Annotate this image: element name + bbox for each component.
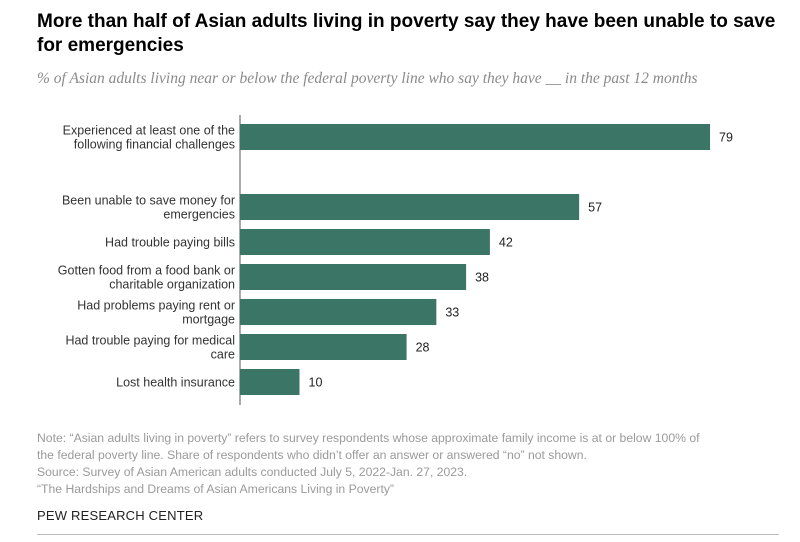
- bar-4: [240, 299, 437, 325]
- category-label-line: Had problems paying rent or: [77, 299, 235, 313]
- bar-chart: 79 Experienced at least one of the followi…: [58, 115, 733, 405]
- category-label-3: Gotten food from a food bank or charitabl…: [58, 264, 235, 292]
- bar-3: [240, 264, 467, 290]
- note-line-1: Note: “Asian adults living in poverty” r…: [37, 431, 700, 445]
- category-label-line: Been unable to save money for: [62, 194, 235, 208]
- category-label-line: emergencies: [163, 208, 235, 222]
- category-label-0: Experienced at least one of the following…: [63, 124, 235, 152]
- category-label-5: Had trouble paying for medical care: [65, 334, 235, 362]
- category-label-6: Lost health insurance: [116, 376, 235, 390]
- bar-0: [240, 124, 711, 150]
- category-label-line: Had trouble paying for medical: [65, 334, 235, 348]
- chart-subtitle: % of Asian adults living near or below t…: [37, 70, 698, 87]
- category-label-line: mortgage: [182, 313, 235, 327]
- category-label-line: following financial challenges: [74, 138, 235, 152]
- report-title: “The Hardships and Dreams of Asian Ameri…: [37, 482, 394, 496]
- source-line: Source: Survey of Asian American adults …: [37, 465, 468, 479]
- category-label-1: Been unable to save money for emergencies: [62, 194, 235, 222]
- bar-5: [240, 334, 407, 360]
- category-label-2: Had trouble paying bills: [105, 236, 235, 250]
- category-label-line: Gotten food from a food bank or: [58, 264, 235, 278]
- bar-value-label-3: 38: [475, 271, 489, 285]
- bar-6: [240, 369, 300, 395]
- bottom-divider: [37, 534, 779, 535]
- category-label-line: Experienced at least one of the: [63, 124, 235, 138]
- category-label-line: charitable organization: [109, 278, 235, 292]
- chart-title: More than half of Asian adults living in…: [37, 11, 776, 56]
- category-label-4: Had problems paying rent or mortgage: [77, 299, 235, 327]
- bar-1: [240, 194, 580, 220]
- bar-value-label-1: 57: [588, 201, 602, 215]
- bar-value-label-4: 33: [445, 306, 459, 320]
- chart-notes: Note: “Asian adults living in poverty” r…: [37, 430, 777, 498]
- category-label-line: Lost health insurance: [116, 376, 235, 390]
- bar-2: [240, 229, 490, 255]
- category-label-line: care: [211, 348, 235, 362]
- note-line-2: the federal poverty line. Share of respo…: [37, 448, 587, 462]
- bar-value-label-5: 28: [416, 341, 430, 355]
- bar-value-label-0: 79: [719, 131, 733, 145]
- category-label-line: Had trouble paying bills: [105, 236, 235, 250]
- bar-value-label-2: 42: [499, 236, 513, 250]
- bar-value-label-6: 10: [309, 376, 323, 390]
- pew-logo-text: PEW RESEARCH CENTER: [37, 508, 204, 523]
